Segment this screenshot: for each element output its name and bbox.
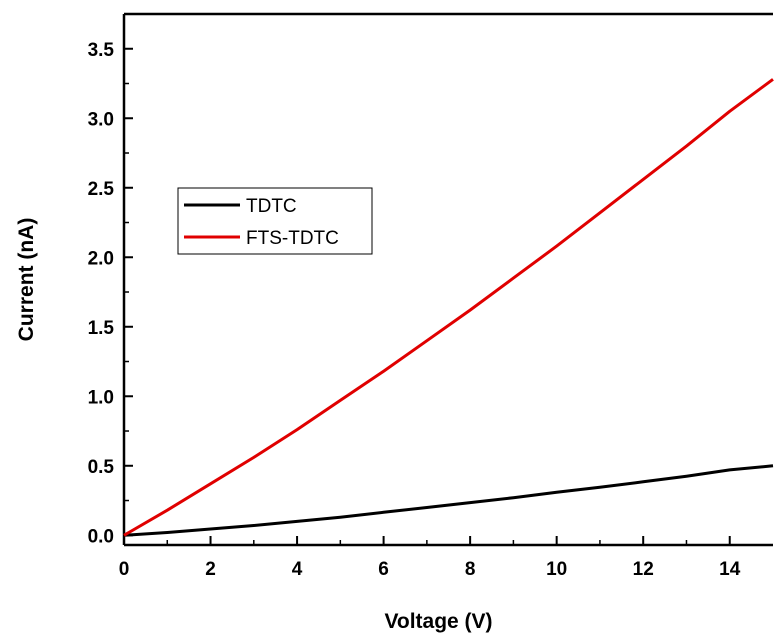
y-tick-label: 0.5 — [88, 457, 115, 478]
x-axis-ticks: 0 2 4 6 8 10 12 14 — [119, 536, 741, 580]
series-tdtc-line — [123, 464, 774, 537]
y-axis-title: Current (nA) — [15, 218, 38, 342]
legend-label: TDTC — [246, 196, 297, 217]
x-tick-label: 8 — [465, 559, 476, 580]
x-tick-label: 14 — [719, 559, 741, 580]
y-tick-label: 2.5 — [88, 179, 115, 200]
legend-box — [177, 187, 373, 255]
series-fts-tdtc-line — [123, 78, 774, 537]
legend: TDTC FTS-TDTC — [177, 187, 373, 255]
x-axis-title: Voltage (V) — [384, 610, 492, 633]
x-tick-label: 12 — [633, 559, 654, 580]
series-layer — [123, 78, 774, 537]
plot-frame — [122, 12, 773, 547]
y-tick-label: 1.0 — [88, 387, 114, 408]
x-tick-label: 4 — [292, 559, 303, 580]
y-tick-label: 3.0 — [88, 109, 114, 130]
legend-label: FTS-TDTC — [246, 228, 339, 249]
y-tick-label: 2.0 — [88, 248, 114, 269]
x-tick-label: 10 — [546, 559, 567, 580]
y-tick-label: 1.5 — [88, 318, 115, 339]
x-tick-label: 6 — [378, 559, 389, 580]
y-tick-label: 3.5 — [88, 40, 115, 61]
y-tick-label: 0.0 — [88, 526, 114, 547]
x-tick-label: 0 — [119, 559, 130, 580]
y-axis-ticks: 0.0 0.5 1.0 1.5 2.0 2.5 3.0 3.5 — [88, 40, 133, 547]
x-tick-label: 2 — [205, 559, 216, 580]
